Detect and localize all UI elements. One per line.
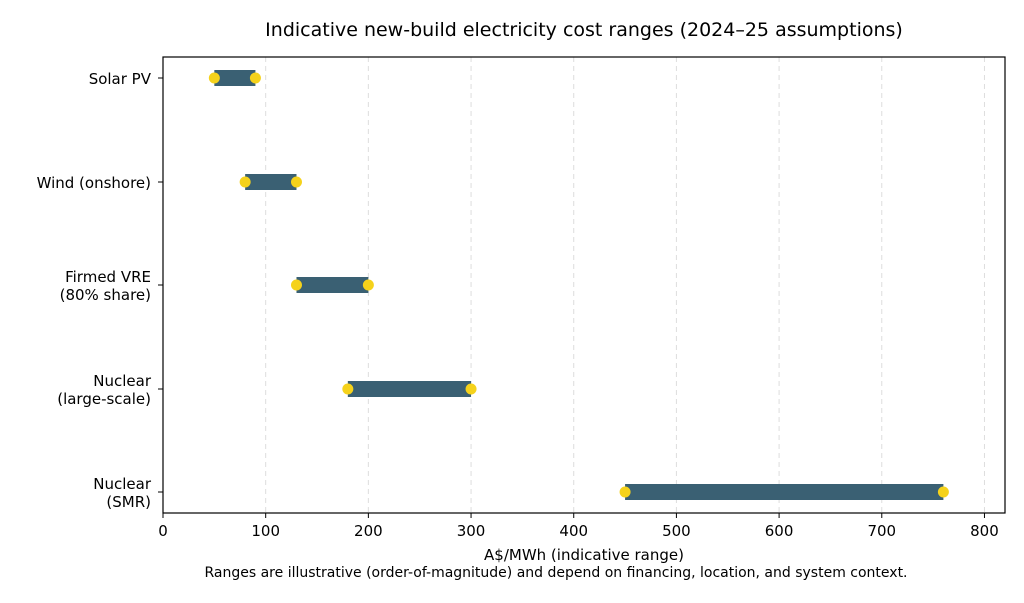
high-endpoint: [465, 383, 477, 395]
low-endpoint: [239, 176, 251, 188]
y-tick-label: (large-scale): [57, 390, 151, 408]
x-tick-label: 100: [251, 522, 280, 540]
y-tick-label: (SMR): [106, 493, 151, 511]
x-axis-label: A$/MWh (indicative range): [484, 546, 684, 564]
high-endpoint: [249, 72, 261, 84]
y-tick-label: Firmed VRE: [65, 268, 151, 286]
y-tick-label: Wind (onshore): [37, 174, 151, 192]
x-tick-label: 800: [970, 522, 999, 540]
range-bar: [214, 70, 256, 86]
y-tick-label: Nuclear: [93, 475, 152, 493]
y-tick-label: Solar PV: [89, 70, 152, 88]
chart-title: Indicative new-build electricity cost ra…: [265, 19, 903, 41]
range-bar: [296, 277, 369, 293]
high-endpoint: [362, 279, 374, 291]
x-tick-label: 700: [867, 522, 896, 540]
plot-frame: [162, 56, 1006, 514]
high-endpoint: [290, 176, 302, 188]
high-endpoint: [937, 486, 949, 498]
x-tick-label: 500: [662, 522, 691, 540]
footnote: Ranges are illustrative (order-of-magnit…: [204, 565, 907, 581]
y-tick-label: (80% share): [60, 286, 151, 304]
range-bar: [625, 484, 944, 500]
x-tick-label: 200: [354, 522, 383, 540]
low-endpoint: [208, 72, 220, 84]
y-tick-label: Nuclear: [93, 372, 152, 390]
x-tick-label: 600: [765, 522, 794, 540]
range-bar: [347, 381, 472, 397]
low-endpoint: [619, 486, 631, 498]
x-tick-label: 300: [457, 522, 486, 540]
x-tick-label: 400: [559, 522, 588, 540]
low-endpoint: [342, 383, 354, 395]
x-tick-label: 0: [158, 522, 168, 540]
low-endpoint: [290, 279, 302, 291]
range-bar: [245, 174, 297, 190]
